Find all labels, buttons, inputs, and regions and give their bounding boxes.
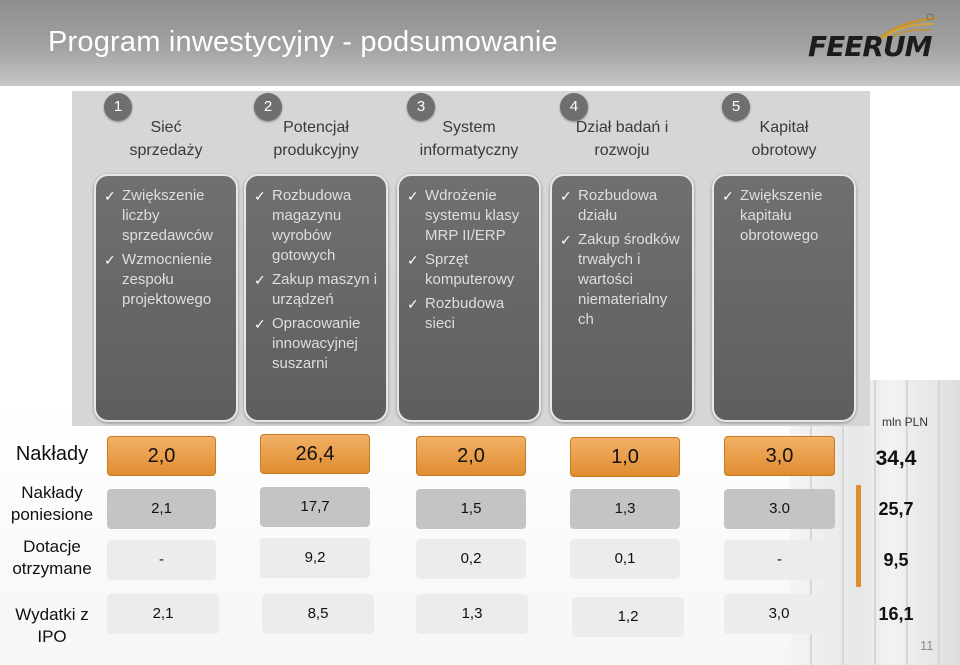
column-production-capacity: 2 Potencjał produkcyjny ✓ Rozbudowa magaz… — [244, 93, 388, 423]
page-number: 11 — [920, 638, 934, 653]
column-it-system: 3 System informatyczny ✓ Wdrożenie system… — [397, 93, 541, 423]
bullet-item: ✓ Zwiększenie liczby sprzedawców — [104, 187, 213, 244]
column-heading: Sieć sprzedaży — [129, 119, 203, 159]
checkmark-icon: ✓ — [254, 316, 266, 332]
poniesione-cell: 1,3 — [570, 489, 680, 529]
checkmark-icon: ✓ — [254, 188, 266, 204]
poniesione-total: 25,7 — [878, 499, 914, 519]
bullet-item: ✓ Rozbudowa działu — [560, 187, 658, 224]
checkmark-icon: ✓ — [407, 188, 419, 204]
column-number-badge: 1 — [104, 93, 132, 121]
checkmark-icon: ✓ — [722, 188, 734, 204]
logo-text: FEERUM — [808, 30, 933, 63]
unit-label: mln PLN — [882, 415, 929, 429]
column-heading: Kapitał obrotowy — [751, 119, 817, 159]
row-label-naklady: Nakłady — [15, 443, 89, 465]
column-bullets-box: ✓ Rozbudowa działu ✓ Zakup środków trwałyc… — [550, 174, 694, 422]
bullet-item: ✓ Zakup maszyn i urządzeń — [254, 271, 378, 308]
poniesione-cell: 2,1 — [107, 489, 216, 529]
row-label-poniesione: Nakłady poniesione — [10, 483, 94, 524]
bullet-item: ✓ Zwiększenie kapitału obrotowego — [722, 187, 823, 244]
naklady-cell: 2,0 — [416, 436, 526, 476]
row-label-ipo: Wydatki z IPO — [15, 605, 89, 646]
column-number-badge: 2 — [254, 93, 282, 121]
bullet-item: ✓ Rozbudowa magazynu wyrobów gotowych — [254, 187, 352, 264]
naklady-cell: 2,0 — [107, 436, 216, 476]
slide-title: Program inwestycyjny - podsumowanie — [48, 26, 558, 58]
total-divider — [856, 485, 861, 587]
company-logo: FEERUM — [808, 12, 938, 74]
column-bullets-box: ✓ Zwiększenie kapitału obrotowego — [712, 174, 856, 422]
wheat-logo-icon — [877, 13, 937, 41]
column-bullets-box: ✓ Zwiększenie liczby sprzedawców ✓ Wzmocni… — [94, 174, 238, 422]
dotacje-cell: 0,2 — [416, 539, 526, 579]
column-number-badge: 5 — [722, 93, 750, 121]
ipo-cell: 3,0 — [724, 594, 834, 634]
bullet-item: ✓ Opracowanie innowacyjnej suszarni — [254, 315, 361, 372]
column-sales-network: 1 Sieć sprzedaży ✓ Zwiększenie liczby spr… — [94, 93, 238, 423]
dotacje-cell: - — [107, 540, 216, 580]
poniesione-cell: 3.0 — [724, 489, 835, 529]
dotacje-total: 9,5 — [883, 550, 909, 570]
naklady-cell: 3,0 — [724, 436, 835, 476]
dotacje-cell: - — [724, 540, 835, 580]
column-bullets-box: ✓ Rozbudowa magazynu wyrobów gotowych ✓ Za… — [244, 174, 388, 422]
checkmark-icon: ✓ — [560, 188, 572, 204]
dotacje-cell: 0,1 — [570, 539, 680, 579]
naklady-cell: 26,4 — [260, 434, 370, 474]
checkmark-icon: ✓ — [104, 188, 116, 204]
ipo-cell: 2,1 — [107, 594, 219, 634]
bullet-item: ✓ Sprzęt komputerowy — [407, 251, 515, 288]
column-heading: Potencjał produkcyjny — [273, 119, 359, 159]
naklady-total: 34,4 — [875, 447, 917, 470]
column-rnd: 4 Dział badań i rozwoju ✓ Rozbudowa dział… — [550, 93, 694, 423]
bullet-item: ✓ Wzmocnienie zespołu projektowego — [104, 251, 213, 308]
naklady-cell: 1,0 — [570, 437, 680, 477]
column-number-badge: 3 — [407, 93, 435, 121]
poniesione-cell: 17,7 — [260, 487, 370, 527]
ipo-cell: 1,3 — [416, 594, 528, 634]
poniesione-cell: 1,5 — [416, 489, 526, 529]
column-bullets-box: ✓ Wdrożenie systemu klasy MRP II/ERP ✓ Spr… — [397, 174, 541, 422]
ipo-cell: 8,5 — [262, 594, 374, 634]
column-working-capital: 5 Kapitał obrotowy ✓ Zwiększenie kapitału… — [712, 93, 856, 423]
checkmark-icon: ✓ — [560, 232, 572, 248]
column-heading: System informatyczny — [419, 119, 519, 159]
checkmark-icon: ✓ — [104, 252, 116, 268]
column-heading: Dział badań i rozwoju — [575, 119, 669, 159]
bullet-item: ✓ Rozbudowa sieci — [407, 295, 505, 332]
ipo-total: 16,1 — [878, 604, 914, 624]
dotacje-cell: 9,2 — [260, 538, 370, 578]
column-number-badge: 4 — [560, 93, 588, 121]
title-bar: Program inwestycyjny - podsumowanie FEER… — [0, 0, 960, 86]
checkmark-icon: ✓ — [407, 296, 419, 312]
checkmark-icon: ✓ — [407, 252, 419, 268]
bullet-item: ✓ Zakup środków trwałych i wartości niema… — [560, 231, 680, 328]
row-label-dotacje: Dotacje otrzymane — [12, 537, 92, 578]
bullet-item: ✓ Wdrożenie systemu klasy MRP II/ERP — [407, 187, 520, 244]
checkmark-icon: ✓ — [254, 272, 266, 288]
ipo-cell: 1,2 — [572, 597, 684, 637]
